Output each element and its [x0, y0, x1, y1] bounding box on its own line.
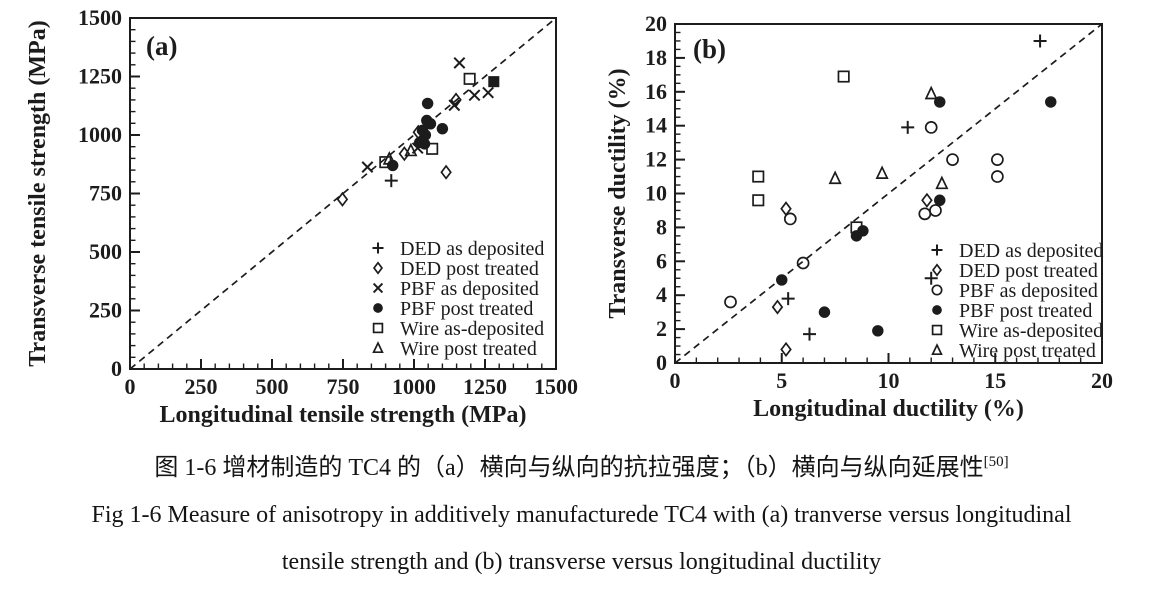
x-axis-title: Longitudinal tensile strength (MPa) — [160, 402, 527, 428]
y-tick-label: 6 — [656, 248, 667, 273]
identity-line — [129, 17, 557, 370]
y-tick-label: 12 — [645, 147, 667, 172]
series-ded-as-deposited — [781, 34, 1047, 341]
legend-label: DED post treated — [400, 258, 539, 280]
series-pbf-as-deposited — [361, 57, 495, 173]
y-tick-label: 20 — [645, 11, 667, 36]
y-tick-label: 500 — [89, 239, 122, 264]
x-tick-label: 1500 — [534, 374, 578, 399]
panel-label: (b) — [693, 34, 726, 64]
y-tick-label: 4 — [656, 282, 667, 307]
legend-label: Wire post treated — [959, 340, 1096, 362]
x-tick-label: 500 — [256, 374, 289, 399]
series-wire-post-treated — [828, 85, 949, 190]
scatter-plot-ductility: 0 5 10 15 20 0 2 4 6 8 10 12 14 16 18 20 Longitudinal du… — [605, 11, 1113, 422]
series-wire-post-treated — [382, 142, 418, 165]
series-wire-as-deposited — [752, 70, 863, 234]
x-tick-label: 5 — [776, 368, 787, 393]
series-unlabeled-filled-square — [488, 76, 500, 88]
x-tick-label: 750 — [327, 374, 360, 399]
y-tick-label: 1250 — [78, 64, 122, 89]
legend-label: PBF post treated — [400, 298, 533, 320]
x-tick-label: 1000 — [392, 374, 436, 399]
y-tick-label: 10 — [645, 181, 667, 206]
panel-label: (a) — [146, 31, 177, 61]
legend-label: PBF as deposited — [959, 280, 1098, 302]
series-pbf-post-treated — [386, 97, 449, 172]
series-pbf-post-treated — [776, 96, 1057, 337]
legend-label: Wire post treated — [400, 338, 537, 360]
x-tick-label: 1250 — [463, 374, 507, 399]
scatter-plot-tensile-strength: 0 250 500 750 1000 1250 1500 0 250 500 750 1000 1250… — [25, 5, 578, 428]
x-axis-title: Longitudinal ductility (%) — [753, 396, 1024, 422]
series-wire-as-deposited — [379, 72, 476, 169]
x-tick-label: 10 — [878, 368, 900, 393]
legend-label: Wire as-deposited — [400, 318, 544, 340]
y-tick-label: 250 — [89, 298, 122, 323]
legend-label: DED as deposited — [959, 240, 1103, 262]
series-ded-post-treated — [336, 92, 462, 207]
series-pbf-as-deposited — [724, 121, 1004, 309]
y-tick-label: 16 — [645, 79, 667, 104]
figure-panels: 0 250 500 750 1000 1250 1500 0 250 500 750 1000 1250… — [25, 5, 1113, 428]
citation-reference: [50] — [983, 454, 1009, 470]
x-tick-label: 250 — [185, 374, 218, 399]
x-tick-label: 20 — [1091, 368, 1113, 393]
caption-english-line2: tensile strength and (b) transverse vers… — [281, 549, 882, 575]
caption-english-line1: Fig 1-6 Measure of anisotropy in additiv… — [91, 502, 1072, 528]
y-axis: 0 2 4 6 8 10 12 14 16 18 20 — [645, 11, 685, 375]
y-tick-label: 1000 — [78, 122, 122, 147]
legend-label: PBF as deposited — [400, 278, 539, 300]
y-tick-label: 18 — [645, 45, 667, 70]
y-tick-label: 1500 — [78, 5, 122, 30]
y-axis-title: Transverse ductility (%) — [605, 68, 631, 318]
y-tick-label: 14 — [645, 113, 667, 138]
x-tick-label: 0 — [125, 374, 136, 399]
caption-chinese: 图 1-6 增材制造的 TC4 的（a）横向与纵向的抗拉强度；（b）横向与纵向延… — [0, 445, 1163, 492]
y-axis: 0 250 500 750 1000 1250 1500 — [78, 5, 140, 381]
legend-label: DED post treated — [959, 260, 1098, 282]
y-tick-label: 750 — [89, 181, 122, 206]
y-tick-label: 2 — [656, 316, 667, 341]
y-tick-label: 8 — [656, 214, 667, 239]
identity-line — [674, 23, 1103, 364]
x-axis: 0 250 500 750 1000 1250 1500 — [125, 359, 578, 399]
y-tick-label: 0 — [656, 350, 667, 375]
y-tick-label: 0 — [111, 356, 122, 381]
x-axis: 0 5 10 15 20 — [670, 353, 1113, 393]
y-axis-title: Transverse tensile strength (MPa) — [25, 20, 51, 366]
legend-label: PBF post treated — [959, 300, 1092, 322]
x-tick-label: 0 — [670, 368, 681, 393]
legend-label: Wire as-deposited — [959, 320, 1103, 342]
x-tick-label: 15 — [984, 368, 1006, 393]
legend-label: DED as deposited — [400, 238, 544, 260]
series-ded-as-deposited — [384, 174, 398, 188]
caption-chinese-text: 图 1-6 增材制造的 TC4 的（a）横向与纵向的抗拉强度；（b）横向与纵向延… — [154, 455, 984, 481]
figure-caption: 图 1-6 增材制造的 TC4 的（a）横向与纵向的抗拉强度；（b）横向与纵向延… — [0, 445, 1163, 597]
